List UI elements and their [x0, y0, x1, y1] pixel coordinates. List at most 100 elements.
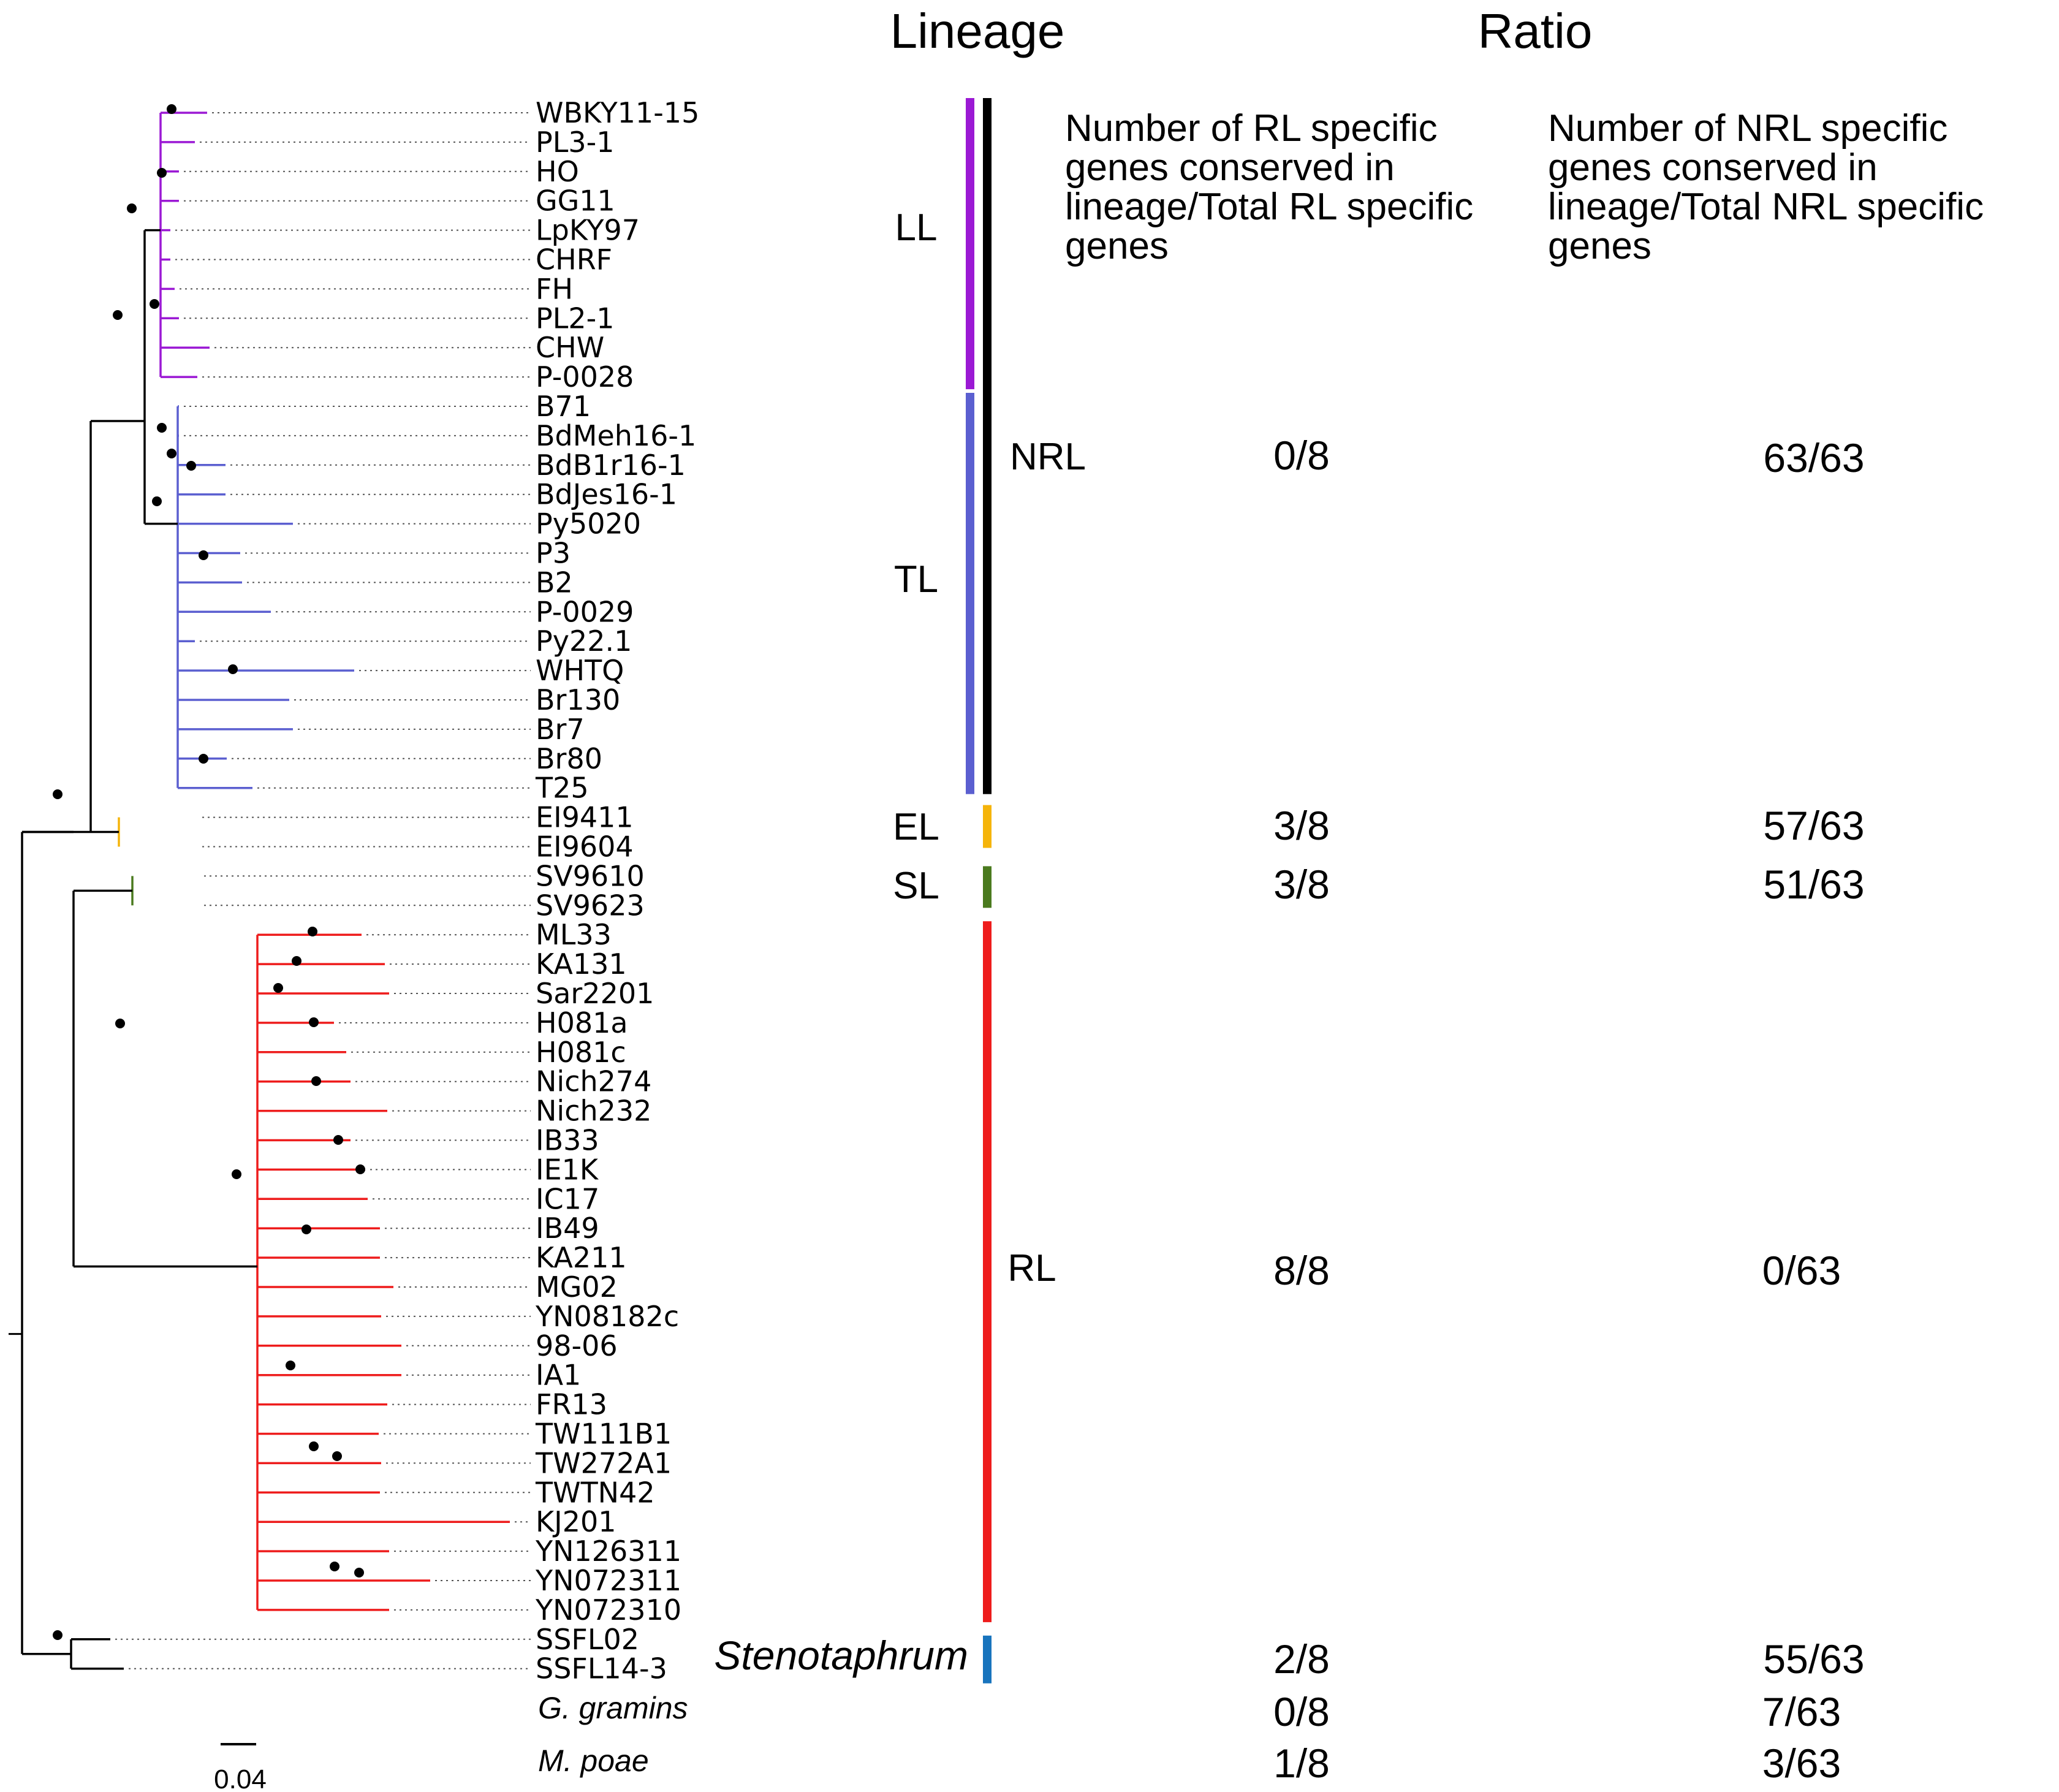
lineage-bar-tl: [966, 393, 974, 794]
support-dot: [309, 1441, 319, 1451]
taxon-label: MG02: [536, 1270, 618, 1304]
taxon-label: IA1: [536, 1359, 581, 1392]
support-dot: [273, 983, 283, 993]
taxon-label: YN072311: [535, 1564, 681, 1597]
ratio-header: Ratio: [1478, 4, 1593, 58]
lineage-label-stenotaphrum: Stenotaphrum: [714, 1633, 968, 1678]
lineage-bar-sl: [983, 866, 992, 908]
ratio-rl-el: 3/8: [1273, 803, 1330, 848]
taxon-label: ML33: [536, 918, 612, 951]
taxon-label: SV9623: [536, 889, 645, 922]
taxon-label: Py5020: [536, 507, 641, 541]
nrl-column-label-line: Number of NRL specific: [1548, 107, 1947, 150]
nrl-column-label-line: genes conserved in: [1548, 146, 1878, 189]
taxon-label: P-0029: [536, 595, 634, 628]
ratio-rl-m-poae: 1/8: [1273, 1741, 1330, 1786]
taxon-label: TW272A1: [535, 1446, 672, 1479]
lineage-label-ll: LL: [895, 207, 938, 249]
support-dot: [333, 1135, 343, 1145]
rl-column-label-line: genes conserved in: [1065, 146, 1395, 189]
support-dot: [157, 168, 167, 178]
support-dot: [309, 1017, 319, 1027]
support-dot: [301, 1224, 311, 1234]
ratio-nrl-stenotaphrum: 55/63: [1763, 1636, 1864, 1682]
taxon-label: HO: [536, 155, 579, 188]
phylogenetic-tree: [9, 112, 510, 1670]
ratio-nrl-sl: 51/63: [1763, 862, 1864, 907]
support-dot: [167, 104, 176, 114]
taxon-label: LpKY97: [536, 214, 640, 247]
taxon-label: WHTQ: [536, 654, 624, 687]
bootstrap-support-dots: [53, 104, 365, 1640]
taxon-label: H081c: [536, 1036, 626, 1069]
lineage-label-tl: TL: [894, 558, 938, 601]
support-dot: [115, 1019, 125, 1028]
support-dot: [232, 1169, 241, 1179]
taxon-label: KA211: [536, 1241, 627, 1274]
ratio-nrl-m-poae: 3/63: [1762, 1741, 1841, 1786]
support-dot: [157, 423, 167, 433]
ratio-nrl-nrl: 63/63: [1763, 435, 1864, 480]
lineage-header: Lineage: [890, 4, 1065, 58]
support-dot: [167, 449, 176, 458]
taxon-label: YN126311: [535, 1535, 681, 1568]
ratio-rl-nrl: 0/8: [1273, 433, 1330, 478]
taxon-label: SV9610: [536, 859, 645, 892]
taxon-label: H081a: [536, 1006, 628, 1039]
support-dot: [308, 927, 317, 936]
support-dot: [355, 1164, 365, 1174]
support-dot: [152, 496, 162, 506]
support-dot: [311, 1076, 321, 1086]
rl-column-label-line: Number of RL specific: [1065, 107, 1438, 150]
taxon-label: PL2-1: [536, 302, 615, 335]
ratio-rl-g-gramins: 0/8: [1273, 1689, 1330, 1734]
support-dot: [199, 754, 208, 764]
lineage-bars: LL TL EL SL RL Stenotaphrum NRL: [714, 98, 1086, 1684]
support-dot: [199, 550, 208, 560]
ratio-rl-rl: 8/8: [1273, 1248, 1330, 1293]
lineage-bar-rl: [983, 921, 992, 1622]
support-dot: [354, 1568, 364, 1577]
taxon-label: 98-06: [536, 1329, 618, 1362]
lineage-bar-el: [983, 805, 992, 848]
taxon-label: Br80: [536, 742, 602, 775]
lineage-label-sl: SL: [893, 865, 939, 907]
support-dot: [186, 461, 196, 471]
ratio-values: 0/8 63/63 3/8 57/63 3/8 51/63 8/8 0/63 2…: [1273, 433, 1864, 1786]
taxon-label: Nich274: [536, 1065, 651, 1098]
taxon-label: KJ201: [536, 1505, 616, 1538]
support-dot: [113, 310, 123, 320]
rl-column-description: Number of RL specific genes conserved in…: [1065, 107, 1473, 267]
taxon-label: P-0028: [536, 360, 634, 393]
taxon-label: CHW: [536, 331, 604, 364]
scale-bar-label: 0.04: [214, 1764, 267, 1792]
support-dot: [228, 664, 238, 674]
taxon-label: IE1K: [536, 1153, 599, 1186]
taxon-label: T25: [535, 772, 589, 805]
taxon-label: Sar2201: [536, 977, 654, 1010]
taxon-label: YN072310: [535, 1593, 681, 1627]
ratio-rl-sl: 3/8: [1273, 862, 1330, 907]
taxon-label: EI9411: [536, 801, 634, 834]
lineage-bar-nrl: [983, 98, 992, 794]
nrl-column-label-line: lineage/Total NRL specific: [1548, 186, 1984, 228]
taxon-label: BdMeh16-1: [536, 419, 696, 452]
taxon-label: Nich232: [536, 1095, 651, 1128]
taxon-label: PL3-1: [536, 126, 615, 159]
taxon-label: SSFL14-3: [536, 1652, 667, 1685]
taxon-labels: WBKY11-15PL3-1HOGG11LpKY97CHRFFHPL2-1CHW…: [115, 96, 699, 1685]
taxon-label: WBKY11-15: [536, 96, 699, 129]
support-dot: [330, 1562, 339, 1571]
taxon-label: B71: [536, 390, 591, 423]
lineage-label-rl: RL: [1007, 1247, 1056, 1289]
taxon-label: FH: [536, 272, 573, 305]
support-dot: [127, 203, 137, 213]
lineage-label-el: EL: [893, 806, 939, 848]
taxon-label: IB33: [536, 1124, 599, 1157]
taxon-label: TW111B1: [535, 1418, 672, 1451]
group-label-nrl: NRL: [1010, 436, 1086, 478]
taxon-label: TWTN42: [535, 1476, 655, 1509]
taxon-label: EI9604: [536, 830, 634, 864]
rl-column-label-line: lineage/Total RL specific: [1065, 186, 1473, 228]
support-dot: [150, 299, 159, 309]
